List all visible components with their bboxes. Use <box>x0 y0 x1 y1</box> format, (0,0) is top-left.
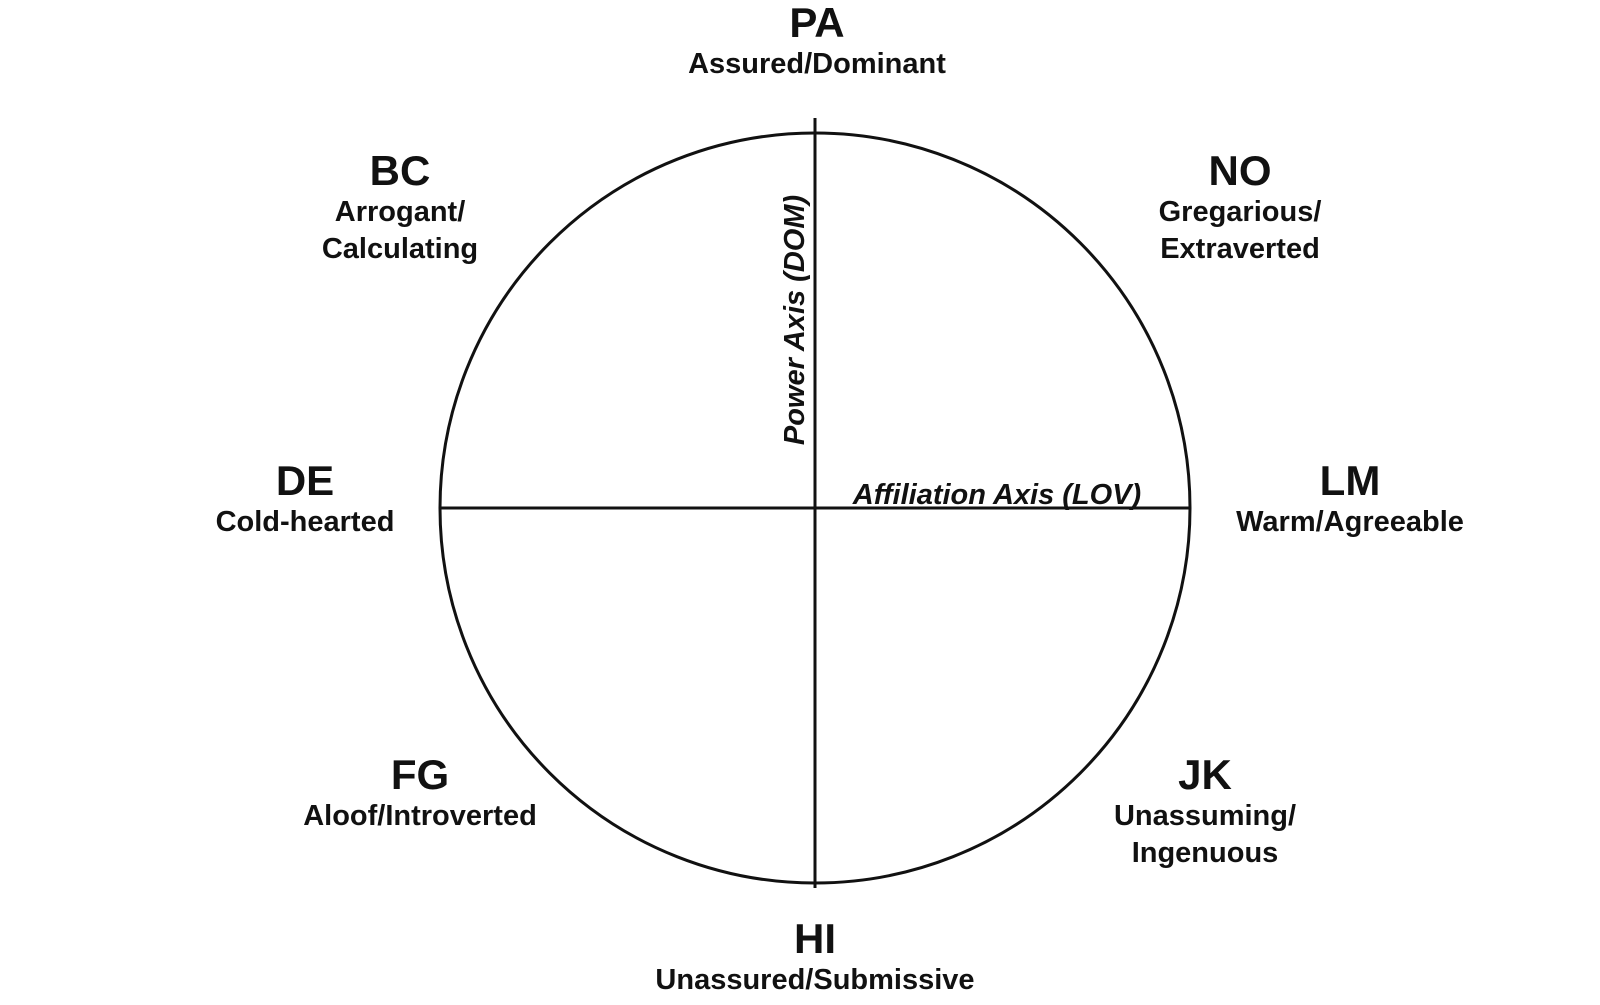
octant-no-code: NO <box>1208 147 1272 194</box>
octant-lm: LM Warm/Agreeable <box>1215 458 1485 541</box>
octant-jk-description-line-1: Unassuming/ <box>1113 800 1297 832</box>
octant-no-description-line-2: Extraverted <box>1160 233 1320 265</box>
octant-hi-description: Unassured/Submissive <box>655 964 975 996</box>
octant-jk: JK Unassuming/ Ingenuous <box>1085 752 1325 872</box>
octant-jk-code: JK <box>1178 751 1232 798</box>
octant-de: DE Cold-hearted <box>195 458 415 541</box>
octant-de-description: Cold-hearted <box>215 506 395 538</box>
octant-no-description-line-1: Gregarious/ <box>1158 196 1322 228</box>
octant-bc: BC Arrogant/ Calculating <box>290 148 510 268</box>
octant-no: NO Gregarious/ Extraverted <box>1130 148 1350 268</box>
octant-fg-description: Aloof/Introverted <box>303 800 537 832</box>
power-axis-label: Power Axis (DOM) <box>779 195 811 445</box>
octant-jk-description-line-2: Ingenuous <box>1131 837 1279 869</box>
octant-pa-code: PA <box>789 0 845 46</box>
octant-fg-code: FG <box>390 751 450 798</box>
octant-pa-description: Assured/Dominant <box>688 48 946 80</box>
octant-bc-description-line-1: Arrogant/ <box>334 196 466 228</box>
octant-hi-code: HI <box>794 915 836 962</box>
octant-lm-description: Warm/Agreeable <box>1236 506 1464 538</box>
octant-bc-description-line-2: Calculating <box>321 233 479 265</box>
octant-de-code: DE <box>275 457 335 504</box>
affiliation-axis-label: Affiliation Axis (LOV) <box>852 479 1141 511</box>
octant-bc-code: BC <box>369 147 431 194</box>
octant-fg: FG Aloof/Introverted <box>280 752 560 835</box>
octant-pa: PA Assured/Dominant <box>672 0 962 83</box>
octant-hi: HI Unassured/Submissive <box>610 916 1020 999</box>
octant-lm-code: LM <box>1319 457 1381 504</box>
